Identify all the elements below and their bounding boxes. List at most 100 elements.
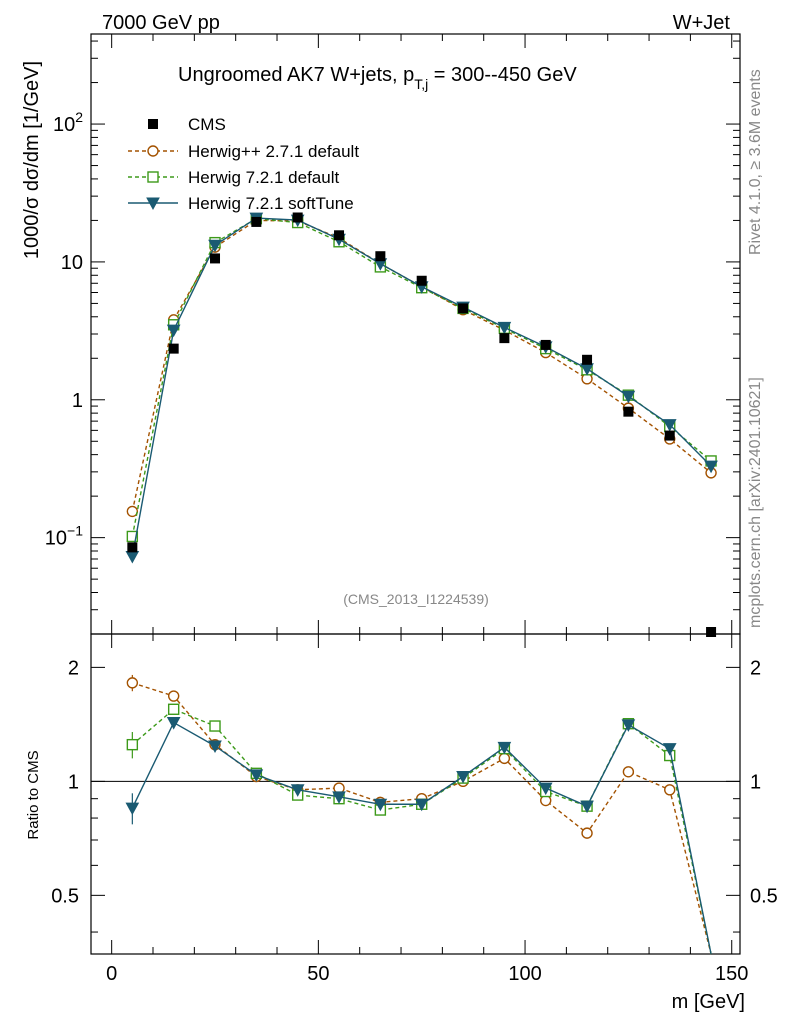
ratio-point-2: [414, 798, 429, 812]
plot-title-main: Ungroomed AK7 W+jets, p: [178, 64, 414, 86]
ratio-axis-ticks: [91, 634, 740, 954]
data-point-cms: [706, 627, 717, 637]
series-point-2: [166, 324, 181, 338]
x-tick-label: 0: [106, 963, 117, 985]
x-tick-label: 100: [508, 963, 541, 985]
ratio-tick-label-left: 2: [68, 657, 79, 679]
y-tick-label: 10: [61, 252, 83, 274]
data-point-cms: [416, 275, 427, 286]
ratio-point-2: [166, 717, 181, 730]
ratio-series-layer: [125, 674, 712, 955]
ratio-y-axis-label: Ratio to CMS: [25, 750, 42, 839]
ratio-tick-label-right: 2: [750, 657, 761, 679]
data-point-cms: [210, 253, 221, 264]
mcplots-label: mcplots.cern.ch [arXiv:2401.10621]: [747, 377, 764, 628]
legend-marker-cms: [148, 119, 158, 129]
plot-title-subscript: T,j: [414, 76, 428, 92]
ratio-point-0: [498, 752, 511, 765]
series-point-2: [125, 550, 140, 564]
data-point-cms: [334, 230, 345, 241]
y-axis-label: 1000/σ dσ/dm [1/GeV]: [21, 61, 43, 259]
ratio-point-2: [332, 791, 346, 804]
ratio-line-2: [131, 721, 712, 955]
ratio-point-2: [621, 719, 636, 732]
legend-marker-symbol: [146, 197, 160, 211]
data-point-cms: [540, 339, 551, 350]
ratio-point-0: [664, 784, 676, 796]
ratio-point-1: [209, 720, 221, 732]
main-y-tick-labels: 10−1 1 10 102: [45, 109, 83, 550]
series-line-2: [131, 217, 712, 557]
legend-marker-herwig7-softtune: [128, 197, 178, 211]
y-tick-label: 1: [72, 390, 83, 412]
ratio-tick-label-left: 0.5: [51, 885, 79, 907]
legend-marker-symbol: [147, 171, 159, 183]
legend-marker-symbol: [147, 145, 159, 157]
series-point-2: [662, 419, 677, 432]
ratio-point-2: [373, 798, 388, 812]
legend-label-herwig7-softtune: Herwig 7.2.1 softTune: [188, 194, 354, 213]
data-point-cms: [499, 333, 510, 344]
data-point-cms: [582, 354, 593, 365]
ratio-tick-label-right: 1: [750, 771, 761, 793]
ratio-point-1: [126, 738, 139, 751]
series-line-0: [131, 219, 712, 512]
data-point-cms: [251, 216, 262, 227]
data-point-cms: [292, 212, 303, 223]
legend-marker-square: [148, 119, 158, 129]
series-point-2: [497, 321, 512, 335]
ratio-plot-frame: [90, 633, 741, 955]
analysis-tag: (CMS_2013_I1224539): [343, 591, 489, 607]
ratio-point-1: [167, 703, 180, 715]
ratio-point-2: [125, 802, 140, 816]
data-point-cms: [623, 406, 634, 417]
main-axis-ticks: [91, 34, 740, 635]
y-tick-label: 102: [53, 109, 83, 136]
ratio-point-2: [662, 743, 677, 756]
ratio-point-0: [126, 677, 139, 689]
plot-title-end: = 300--450 GeV: [428, 64, 577, 86]
ratio-point-0: [167, 690, 180, 702]
legend-label-cms: CMS: [188, 115, 226, 134]
x-tick-labels: 0 50 100 150: [106, 963, 748, 985]
header-process-label: W+Jet: [673, 12, 731, 34]
ratio-point-2: [497, 741, 512, 755]
x-tick-label: 50: [307, 963, 329, 985]
series-line-1: [131, 217, 712, 537]
ratio-point-2: [538, 782, 553, 796]
legend: CMS Herwig++ 2.7.1 default Herwig 7.2.1 …: [128, 115, 359, 213]
data-point-cms: [375, 251, 386, 262]
ratio-line-1: [131, 708, 712, 955]
ratio-tick-label-left: 1: [68, 771, 79, 793]
series-point-2: [621, 390, 636, 404]
series-point-2: [208, 239, 222, 253]
ratio-point-2: [249, 769, 264, 782]
ratio-point-2: [208, 740, 222, 754]
ratio-point-2: [290, 784, 305, 797]
legend-label-herwigpp: Herwig++ 2.7.1 default: [188, 142, 359, 161]
ratio-tick-label-right: 0.5: [750, 885, 778, 907]
legend-marker-herwigpp: [128, 145, 178, 157]
data-point-cms: [168, 343, 179, 354]
series-point-2: [704, 460, 718, 474]
header-energy-label: 7000 GeV pp: [102, 12, 220, 34]
legend-label-herwig7-default: Herwig 7.2.1 default: [188, 168, 339, 187]
rivet-version-label: Rivet 4.1.0, ≥ 3.6M events: [747, 69, 764, 255]
ratio-point-2: [456, 770, 470, 784]
ratio-point-0: [581, 827, 593, 839]
data-point-cms: [458, 303, 469, 314]
data-point-cms: [127, 542, 138, 553]
x-tick-label: 150: [715, 963, 748, 985]
legend-marker-herwig7-default: [128, 171, 178, 183]
series-point-0: [126, 505, 139, 518]
ratio-point-2: [580, 800, 594, 814]
main-series-layer: [125, 212, 718, 637]
ratio-point-0: [622, 766, 635, 778]
ratio-y-tick-labels: 0.5 0.5 1 1 2 2: [51, 657, 778, 907]
series-point-1: [126, 530, 139, 543]
data-point-cms: [664, 430, 675, 441]
plot-title: Ungroomed AK7 W+jets, pT,j = 300--450 Ge…: [178, 64, 577, 92]
x-axis-label: m [GeV]: [672, 991, 745, 1013]
y-tick-label: 10−1: [45, 523, 83, 550]
